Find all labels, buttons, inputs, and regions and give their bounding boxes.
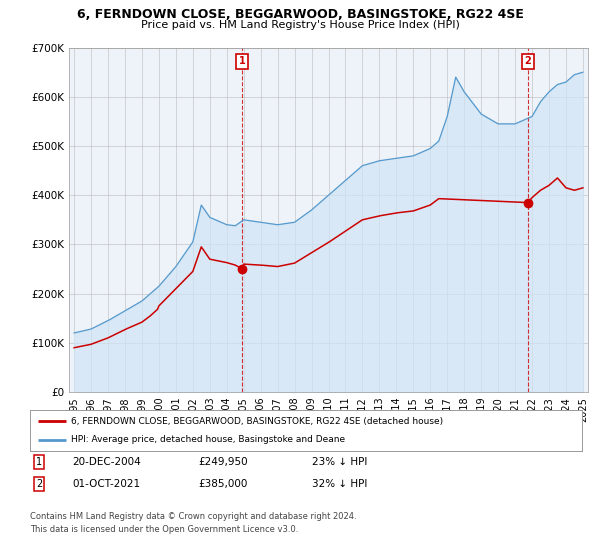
Text: 1: 1 (36, 457, 42, 467)
Text: Price paid vs. HM Land Registry's House Price Index (HPI): Price paid vs. HM Land Registry's House … (140, 20, 460, 30)
Text: 6, FERNDOWN CLOSE, BEGGARWOOD, BASINGSTOKE, RG22 4SE: 6, FERNDOWN CLOSE, BEGGARWOOD, BASINGSTO… (77, 8, 523, 21)
Text: This data is licensed under the Open Government Licence v3.0.: This data is licensed under the Open Gov… (30, 525, 298, 534)
Text: 20-DEC-2004: 20-DEC-2004 (72, 457, 141, 467)
Text: £249,950: £249,950 (198, 457, 248, 467)
Text: 01-OCT-2021: 01-OCT-2021 (72, 479, 140, 489)
Text: 1: 1 (239, 57, 245, 67)
Text: £385,000: £385,000 (198, 479, 247, 489)
Text: 2: 2 (524, 57, 531, 67)
Text: 6, FERNDOWN CLOSE, BEGGARWOOD, BASINGSTOKE, RG22 4SE (detached house): 6, FERNDOWN CLOSE, BEGGARWOOD, BASINGSTO… (71, 417, 443, 426)
Text: HPI: Average price, detached house, Basingstoke and Deane: HPI: Average price, detached house, Basi… (71, 436, 346, 445)
Text: 23% ↓ HPI: 23% ↓ HPI (312, 457, 367, 467)
Text: 32% ↓ HPI: 32% ↓ HPI (312, 479, 367, 489)
Text: 2: 2 (36, 479, 42, 489)
Text: Contains HM Land Registry data © Crown copyright and database right 2024.: Contains HM Land Registry data © Crown c… (30, 512, 356, 521)
